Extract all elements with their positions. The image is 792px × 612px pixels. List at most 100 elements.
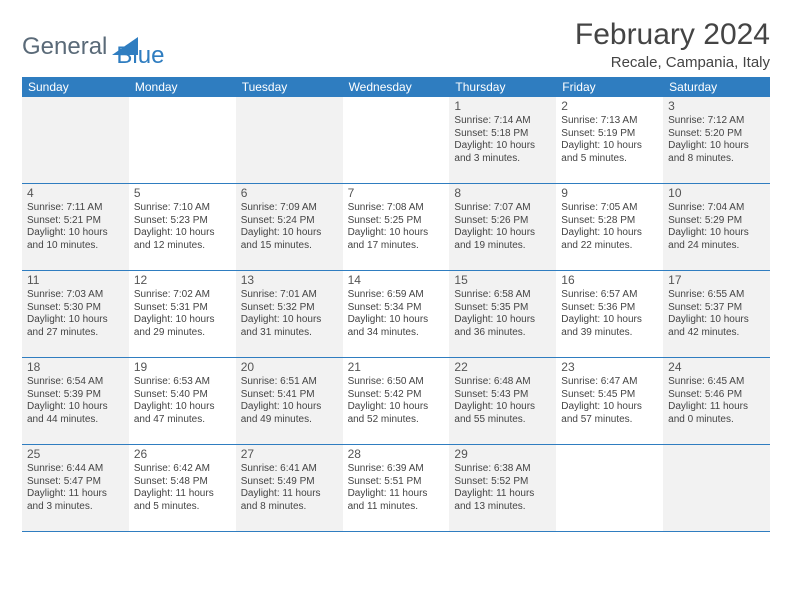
- day-sunset: Sunset: 5:34 PM: [348, 302, 445, 315]
- day-daylight2: and 15 minutes.: [241, 240, 338, 253]
- day-daylight1: Daylight: 10 hours: [454, 401, 551, 414]
- day-daylight2: and 0 minutes.: [668, 414, 765, 427]
- day-number: 24: [668, 360, 765, 375]
- day-daylight2: and 24 minutes.: [668, 240, 765, 253]
- day-number: 5: [134, 186, 231, 201]
- logo-text-blue: Blue: [116, 42, 164, 69]
- day-daylight2: and 3 minutes.: [27, 501, 124, 514]
- weekday-monday: Monday: [129, 77, 236, 97]
- day-daylight1: Daylight: 11 hours: [27, 488, 124, 501]
- day-sunrise: Sunrise: 7:13 AM: [561, 115, 658, 128]
- day-cell: 17Sunrise: 6:55 AMSunset: 5:37 PMDayligh…: [663, 271, 770, 357]
- day-sunrise: Sunrise: 6:54 AM: [27, 376, 124, 389]
- day-daylight1: Daylight: 10 hours: [348, 401, 445, 414]
- day-daylight2: and 57 minutes.: [561, 414, 658, 427]
- day-sunrise: Sunrise: 6:44 AM: [27, 463, 124, 476]
- day-sunset: Sunset: 5:30 PM: [27, 302, 124, 315]
- day-sunrise: Sunrise: 6:57 AM: [561, 289, 658, 302]
- day-sunrise: Sunrise: 7:03 AM: [27, 289, 124, 302]
- day-daylight1: Daylight: 10 hours: [27, 227, 124, 240]
- day-number: 7: [348, 186, 445, 201]
- day-cell: 14Sunrise: 6:59 AMSunset: 5:34 PMDayligh…: [343, 271, 450, 357]
- day-cell: 9Sunrise: 7:05 AMSunset: 5:28 PMDaylight…: [556, 184, 663, 270]
- day-sunset: Sunset: 5:46 PM: [668, 389, 765, 402]
- day-cell: 1Sunrise: 7:14 AMSunset: 5:18 PMDaylight…: [449, 97, 556, 183]
- day-daylight1: Daylight: 10 hours: [27, 401, 124, 414]
- day-sunrise: Sunrise: 6:53 AM: [134, 376, 231, 389]
- day-number: 16: [561, 273, 658, 288]
- day-daylight1: Daylight: 10 hours: [454, 140, 551, 153]
- day-sunset: Sunset: 5:20 PM: [668, 128, 765, 141]
- day-cell: 10Sunrise: 7:04 AMSunset: 5:29 PMDayligh…: [663, 184, 770, 270]
- day-daylight1: Daylight: 10 hours: [561, 140, 658, 153]
- day-daylight1: Daylight: 11 hours: [348, 488, 445, 501]
- day-number: 27: [241, 447, 338, 462]
- weekday-header: Sunday Monday Tuesday Wednesday Thursday…: [22, 77, 770, 97]
- day-cell: [556, 445, 663, 531]
- day-daylight1: Daylight: 10 hours: [348, 314, 445, 327]
- day-sunrise: Sunrise: 6:38 AM: [454, 463, 551, 476]
- day-number: 11: [27, 273, 124, 288]
- day-sunset: Sunset: 5:40 PM: [134, 389, 231, 402]
- day-daylight2: and 47 minutes.: [134, 414, 231, 427]
- day-sunset: Sunset: 5:37 PM: [668, 302, 765, 315]
- day-sunset: Sunset: 5:41 PM: [241, 389, 338, 402]
- day-cell: [236, 97, 343, 183]
- day-number: 13: [241, 273, 338, 288]
- day-sunrise: Sunrise: 6:45 AM: [668, 376, 765, 389]
- location: Recale, Campania, Italy: [575, 54, 770, 71]
- day-number: 26: [134, 447, 231, 462]
- day-sunrise: Sunrise: 7:07 AM: [454, 202, 551, 215]
- day-sunset: Sunset: 5:23 PM: [134, 215, 231, 228]
- day-sunrise: Sunrise: 6:41 AM: [241, 463, 338, 476]
- day-daylight1: Daylight: 11 hours: [134, 488, 231, 501]
- day-daylight2: and 11 minutes.: [348, 501, 445, 514]
- day-daylight2: and 17 minutes.: [348, 240, 445, 253]
- logo-text-general: General: [22, 33, 107, 61]
- day-daylight1: Daylight: 10 hours: [27, 314, 124, 327]
- day-number: 21: [348, 360, 445, 375]
- day-daylight2: and 5 minutes.: [561, 153, 658, 166]
- day-sunrise: Sunrise: 7:14 AM: [454, 115, 551, 128]
- day-daylight2: and 31 minutes.: [241, 327, 338, 340]
- day-cell: 7Sunrise: 7:08 AMSunset: 5:25 PMDaylight…: [343, 184, 450, 270]
- day-sunset: Sunset: 5:43 PM: [454, 389, 551, 402]
- day-cell: 22Sunrise: 6:48 AMSunset: 5:43 PMDayligh…: [449, 358, 556, 444]
- day-cell: 26Sunrise: 6:42 AMSunset: 5:48 PMDayligh…: [129, 445, 236, 531]
- day-daylight1: Daylight: 10 hours: [348, 227, 445, 240]
- day-sunset: Sunset: 5:25 PM: [348, 215, 445, 228]
- day-number: 4: [27, 186, 124, 201]
- day-daylight2: and 5 minutes.: [134, 501, 231, 514]
- day-number: 22: [454, 360, 551, 375]
- day-cell: 12Sunrise: 7:02 AMSunset: 5:31 PMDayligh…: [129, 271, 236, 357]
- day-sunset: Sunset: 5:45 PM: [561, 389, 658, 402]
- weekday-saturday: Saturday: [663, 77, 770, 97]
- day-daylight1: Daylight: 10 hours: [561, 314, 658, 327]
- day-sunset: Sunset: 5:48 PM: [134, 476, 231, 489]
- day-daylight1: Daylight: 10 hours: [668, 227, 765, 240]
- day-daylight2: and 12 minutes.: [134, 240, 231, 253]
- day-cell: 21Sunrise: 6:50 AMSunset: 5:42 PMDayligh…: [343, 358, 450, 444]
- day-daylight1: Daylight: 11 hours: [668, 401, 765, 414]
- day-sunrise: Sunrise: 6:50 AM: [348, 376, 445, 389]
- day-number: 29: [454, 447, 551, 462]
- day-cell: 15Sunrise: 6:58 AMSunset: 5:35 PMDayligh…: [449, 271, 556, 357]
- day-number: 8: [454, 186, 551, 201]
- day-cell: 18Sunrise: 6:54 AMSunset: 5:39 PMDayligh…: [22, 358, 129, 444]
- header: General Blue February 2024 Recale, Campa…: [22, 18, 770, 71]
- weekday-wednesday: Wednesday: [343, 77, 450, 97]
- day-sunrise: Sunrise: 6:59 AM: [348, 289, 445, 302]
- day-sunset: Sunset: 5:47 PM: [27, 476, 124, 489]
- day-daylight2: and 8 minutes.: [241, 501, 338, 514]
- day-daylight1: Daylight: 11 hours: [241, 488, 338, 501]
- day-number: 19: [134, 360, 231, 375]
- day-sunrise: Sunrise: 7:02 AM: [134, 289, 231, 302]
- weekday-sunday: Sunday: [22, 77, 129, 97]
- day-sunrise: Sunrise: 6:47 AM: [561, 376, 658, 389]
- day-cell: 11Sunrise: 7:03 AMSunset: 5:30 PMDayligh…: [22, 271, 129, 357]
- day-sunset: Sunset: 5:28 PM: [561, 215, 658, 228]
- day-cell: 6Sunrise: 7:09 AMSunset: 5:24 PMDaylight…: [236, 184, 343, 270]
- day-number: 20: [241, 360, 338, 375]
- day-daylight2: and 36 minutes.: [454, 327, 551, 340]
- day-sunset: Sunset: 5:18 PM: [454, 128, 551, 141]
